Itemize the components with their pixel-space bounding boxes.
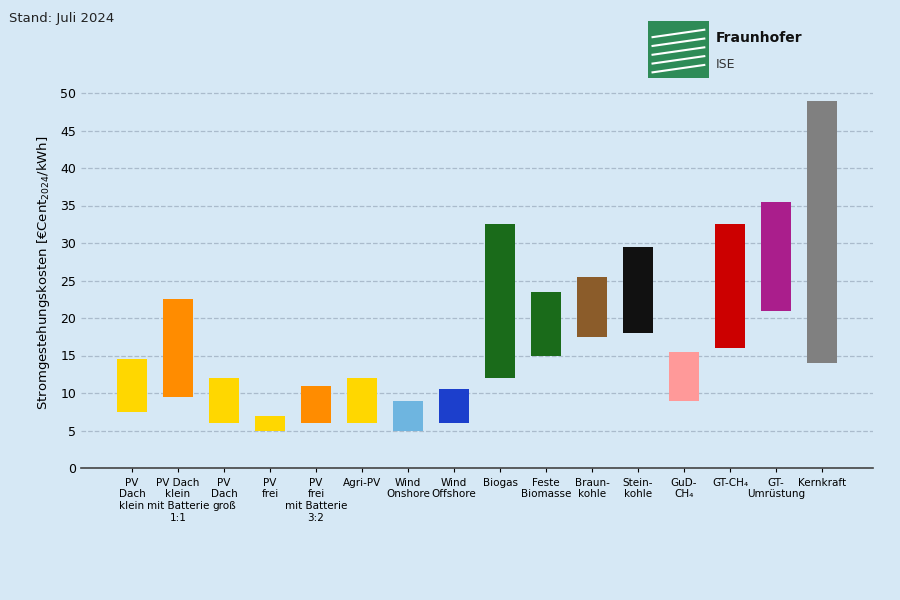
Y-axis label: Stromgestehungskosten [€Cent$_{2024}$/kWh]: Stromgestehungskosten [€Cent$_{2024}$/kW… (35, 136, 52, 410)
Bar (393, 401, 423, 431)
Bar (807, 100, 837, 363)
Bar (347, 378, 377, 423)
Bar (623, 247, 653, 333)
Text: Stand: Juli 2024: Stand: Juli 2024 (9, 12, 114, 25)
Text: ISE: ISE (716, 58, 735, 71)
Bar (648, 21, 709, 78)
Bar (163, 299, 193, 397)
Bar (117, 359, 147, 412)
Bar (439, 389, 469, 423)
Text: Fraunhofer: Fraunhofer (716, 31, 803, 46)
Bar (761, 202, 791, 311)
Bar (716, 224, 745, 348)
Bar (577, 277, 607, 337)
Bar (301, 385, 331, 423)
Bar (255, 415, 285, 431)
Bar (209, 378, 238, 423)
Bar (485, 224, 515, 378)
Bar (531, 292, 561, 355)
Bar (669, 352, 699, 401)
